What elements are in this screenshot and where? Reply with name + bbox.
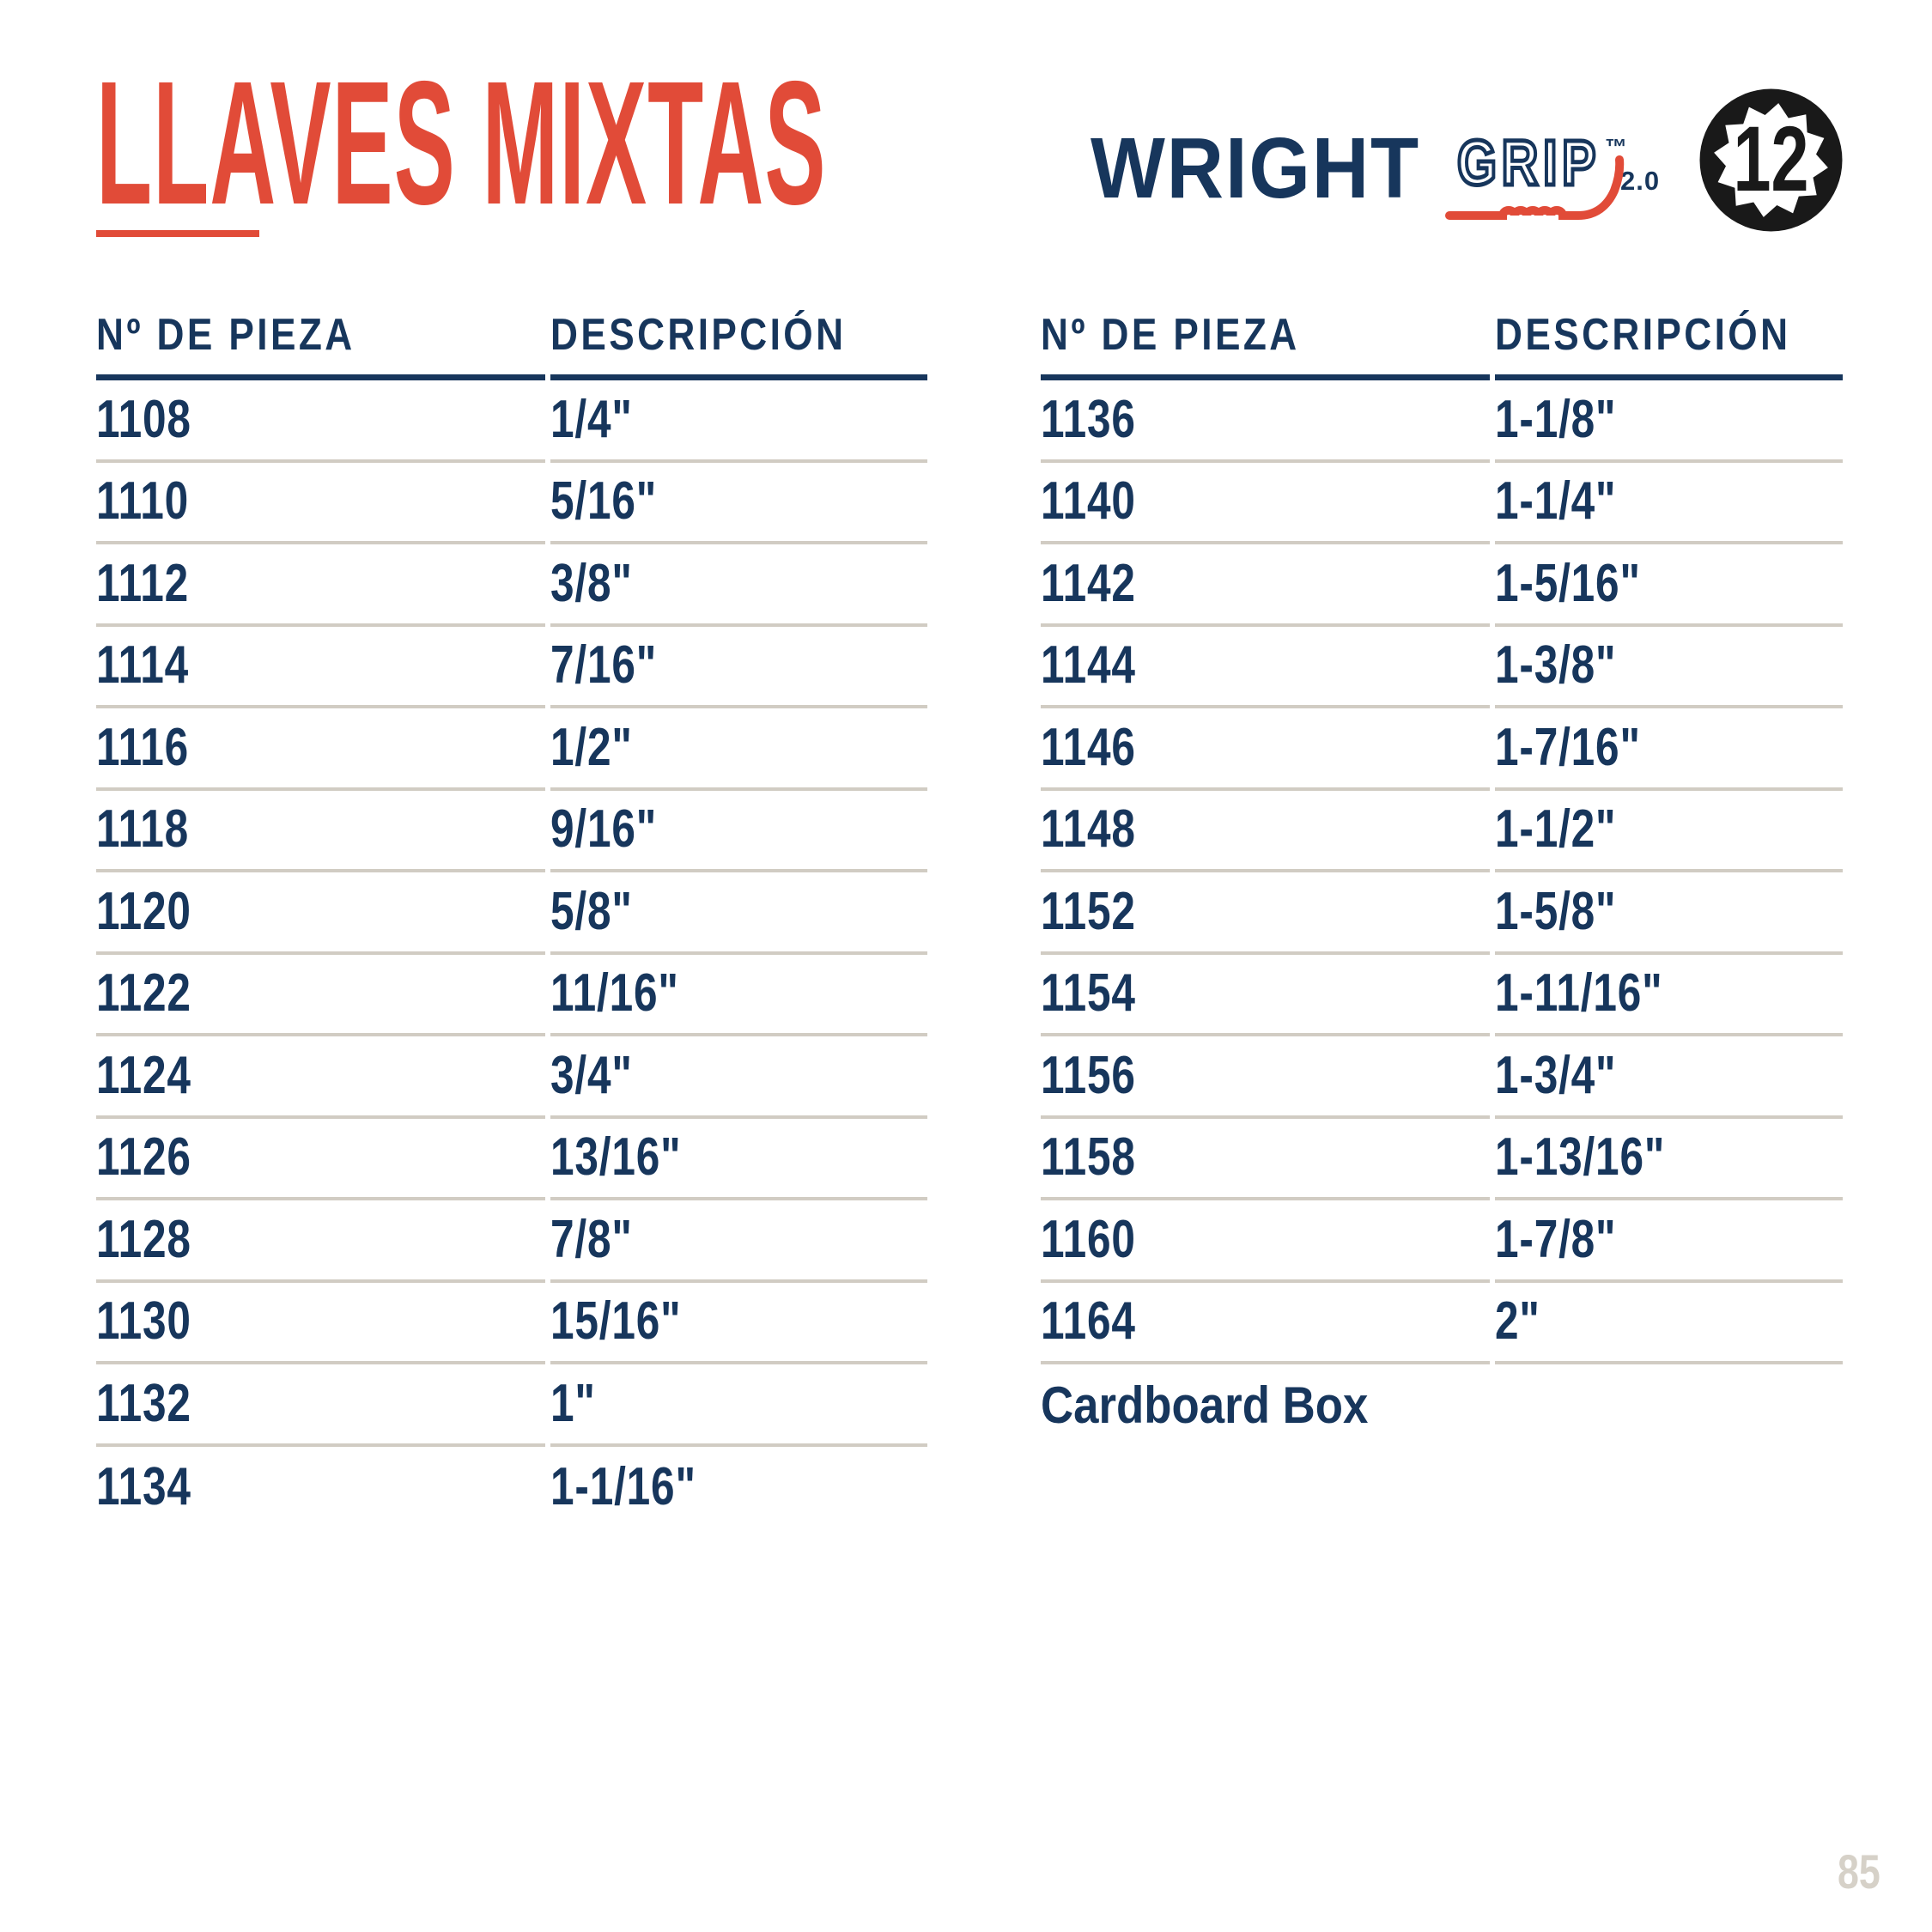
trademark-symbol: ™ — [1605, 134, 1627, 160]
description-cell: 3/8" — [550, 544, 927, 627]
column-header-part-number: Nº DE PIEZA — [1041, 307, 1490, 380]
parts-table-right: Nº DE PIEZA DESCRIPCIÓN 1136 1-1/8" 1140… — [1041, 307, 1844, 1447]
part-number-cell: 1112 — [96, 544, 545, 627]
packaging-note: Cardboard Box — [1041, 1376, 1369, 1434]
page-number: 85 — [1838, 1844, 1880, 1899]
description-cell: 1-1/8" — [1495, 380, 1844, 463]
part-number-cell: 1148 — [1041, 791, 1490, 872]
grip-logo-text: GRIP — [1455, 127, 1601, 198]
part-number-cell: 1110 — [96, 463, 545, 544]
page-title: LLAVES MIXTAS — [96, 55, 1501, 231]
description-cell: 1-5/16" — [1495, 544, 1844, 627]
description-cell: 1-3/4" — [1495, 1036, 1844, 1119]
grip-version: 2.0 — [1620, 166, 1661, 196]
part-number-cell: 1116 — [96, 708, 545, 791]
description-cell: 11/16" — [550, 955, 927, 1036]
description-cell: 5/8" — [550, 872, 927, 955]
empty-cell — [1495, 1364, 1843, 1447]
part-number-cell: 1164 — [1041, 1283, 1490, 1364]
description-cell: 9/16" — [550, 791, 927, 872]
part-number-cell: 1132 — [96, 1364, 545, 1447]
part-number-cell: 1126 — [96, 1119, 545, 1200]
part-number-cell: 1128 — [96, 1200, 545, 1283]
description-cell: 2" — [1495, 1283, 1844, 1364]
page-title-text: LLAVES MIXTAS — [96, 45, 827, 241]
description-cell: 1-11/16" — [1495, 955, 1844, 1036]
description-cell: 1-1/16" — [550, 1457, 696, 1517]
wright-logo: WRIGHT — [1091, 125, 1449, 211]
description-cell: 1/4" — [550, 380, 927, 463]
part-number-cell: 1120 — [96, 872, 545, 955]
part-number-cell: 1114 — [96, 627, 545, 708]
part-number-cell: 1146 — [1041, 708, 1490, 791]
part-number-cell: 1140 — [1041, 463, 1490, 544]
description-cell: 1-13/16" — [1495, 1119, 1844, 1200]
12-point-socket-badge: 12 — [1699, 88, 1843, 232]
description-cell: 13/16" — [550, 1119, 927, 1200]
part-number-cell: 1144 — [1041, 627, 1490, 708]
description-cell: 1-7/8" — [1495, 1200, 1844, 1283]
part-number-cell: 1118 — [96, 791, 545, 872]
part-number-cell: 1108 — [96, 380, 545, 463]
badge-12-point-star — [1714, 103, 1828, 217]
description-cell: 15/16" — [550, 1283, 927, 1364]
part-number-cell: 1134 — [96, 1457, 191, 1517]
part-number-cell: 1158 — [1041, 1119, 1490, 1200]
column-header-description: DESCRIPCIÓN — [1495, 307, 1844, 380]
title-underline — [96, 230, 259, 237]
parts-table-left: Nº DE PIEZA DESCRIPCIÓN 1108 1/4" 1110 5… — [96, 307, 927, 1528]
part-number-cell: 1136 — [1041, 380, 1490, 463]
description-cell: 1" — [550, 1364, 927, 1447]
part-number-cell: 1124 — [96, 1036, 545, 1119]
description-cell: 7/8" — [550, 1200, 927, 1283]
grip-logo: GRIP — [1455, 127, 1637, 198]
part-number-cell: 1152 — [1041, 872, 1490, 955]
description-cell: 3/4" — [550, 1036, 927, 1119]
part-number-cell: 1156 — [1041, 1036, 1490, 1119]
part-number-cell: 1142 — [1041, 544, 1490, 627]
column-header-part-number: Nº DE PIEZA — [96, 307, 545, 380]
description-cell: 1-5/8" — [1495, 872, 1844, 955]
wright-logo-text: WRIGHT — [1091, 120, 1421, 216]
description-cell: 1-7/16" — [1495, 708, 1844, 791]
description-cell: 7/16" — [550, 627, 927, 708]
column-header-description: DESCRIPCIÓN — [550, 307, 927, 380]
description-cell: 1-1/4" — [1495, 463, 1844, 544]
part-number-cell: 1122 — [96, 955, 545, 1036]
badge-points-label: 12 — [1734, 106, 1809, 210]
part-number-cell: 1130 — [96, 1283, 545, 1364]
description-cell: 5/16" — [550, 463, 927, 544]
grip-swoosh-icon — [1445, 155, 1625, 220]
description-cell: 1-3/8" — [1495, 627, 1844, 708]
description-cell: 1-1/2" — [1495, 791, 1844, 872]
description-cell: 1/2" — [550, 708, 927, 791]
part-number-cell: 1154 — [1041, 955, 1490, 1036]
part-number-cell: 1160 — [1041, 1200, 1490, 1283]
